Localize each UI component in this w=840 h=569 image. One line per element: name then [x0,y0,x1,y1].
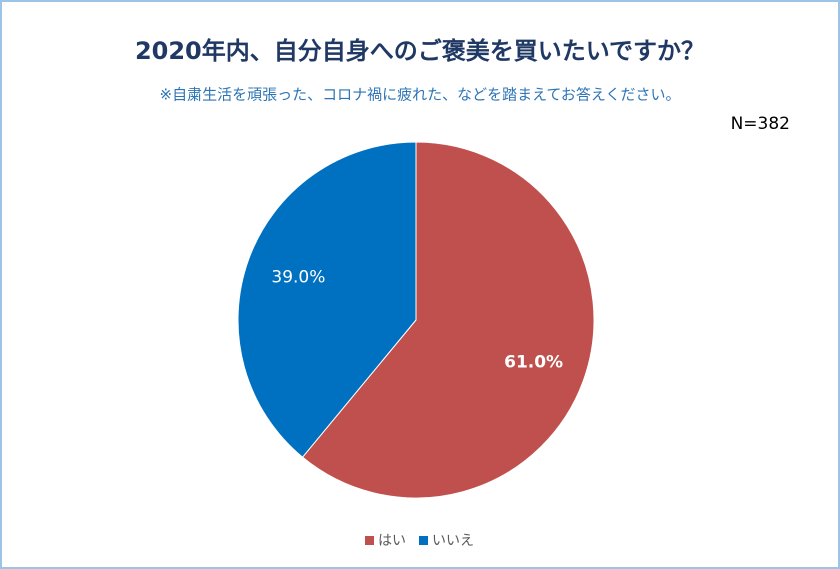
sample-size: N=382 [731,114,790,134]
legend-label: いいえ [432,533,474,549]
legend-label: はい [378,533,406,549]
data-label: 39.0% [271,268,325,288]
legend-swatch [419,536,428,545]
pie-slice [301,141,595,499]
legend-swatch [365,536,374,545]
chart-title: 2020年内、自分自身へのご褒美を買いたいですか？ [135,37,705,65]
pie-slice [237,141,417,458]
data-label: 61.0% [504,352,563,372]
chart-subtitle: ※自粛生活を頑張った、コロナ禍に疲れた、などを踏まえてお答えください。 [160,86,681,104]
